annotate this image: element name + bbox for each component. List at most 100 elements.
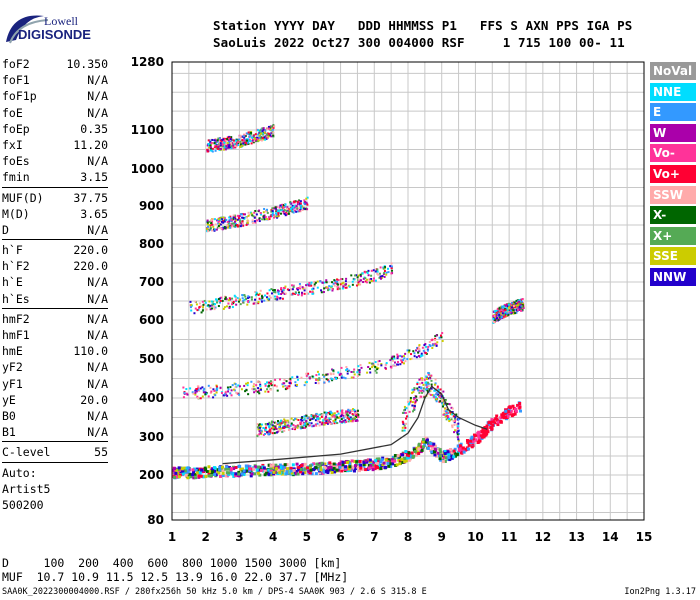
echo-point: [414, 400, 417, 403]
echo-point: [404, 360, 407, 363]
param-value: N/A: [87, 328, 108, 342]
echo-point: [268, 429, 271, 432]
echo-point: [504, 308, 507, 311]
echo-point: [449, 411, 452, 414]
echo-point: [189, 475, 193, 479]
echo-point: [446, 416, 449, 419]
echo-point: [317, 379, 320, 382]
legend-item-e: E: [650, 103, 696, 122]
echo-point: [256, 435, 259, 438]
echo-point: [243, 298, 246, 301]
echo-point: [254, 298, 257, 301]
echo-point: [254, 210, 257, 213]
echo-point: [341, 278, 344, 281]
echo-point: [221, 469, 225, 473]
echo-point: [329, 410, 332, 413]
echo-point: [436, 391, 439, 394]
echo-point: [393, 459, 397, 463]
echo-point: [308, 281, 311, 284]
echo-point: [280, 293, 283, 296]
echo-point: [181, 469, 185, 473]
echo-point: [313, 283, 316, 286]
echo-point: [213, 303, 216, 306]
echo-point: [387, 458, 391, 462]
echo-point: [211, 472, 215, 476]
x-tick-label: 3: [235, 530, 243, 544]
echo-point: [435, 398, 438, 401]
echo-point: [218, 474, 222, 478]
echo-point: [398, 462, 402, 466]
echo-point: [506, 414, 510, 418]
echo-point: [346, 410, 349, 413]
echo-point: [388, 462, 392, 466]
echo-point: [330, 471, 334, 475]
echo-point: [224, 391, 227, 394]
y-tick-label: 1280: [131, 55, 164, 69]
echo-point: [335, 468, 339, 472]
echo-point: [299, 200, 302, 203]
echo-point: [259, 381, 262, 384]
echo-point: [384, 266, 387, 269]
echo-point: [390, 262, 393, 265]
echo-point: [405, 417, 408, 420]
echo-point: [265, 218, 268, 221]
echo-point: [344, 419, 347, 422]
echo-point: [420, 389, 423, 392]
echo-point: [318, 471, 322, 475]
echo-point: [353, 459, 357, 463]
echo-point: [341, 411, 344, 414]
echo-point: [258, 220, 261, 223]
echo-point: [206, 150, 209, 153]
echo-point: [370, 279, 373, 282]
echo-point: [445, 411, 448, 414]
param-value: N/A: [87, 376, 108, 391]
echo-point: [351, 283, 354, 286]
echo-point: [386, 461, 390, 465]
echo-point: [423, 344, 426, 347]
echo-point: [300, 207, 303, 210]
echo-point: [441, 332, 444, 335]
echo-point: [287, 212, 290, 215]
param-name: hmE: [2, 344, 23, 359]
echo-point: [341, 282, 344, 285]
echo-point: [271, 213, 274, 216]
param-row: B0 N/A: [2, 408, 108, 424]
echo-points: [172, 124, 525, 480]
echo-point: [276, 389, 279, 392]
echo-point: [406, 358, 409, 361]
echo-point: [272, 207, 275, 210]
echo-point: [247, 132, 250, 135]
echo-point: [283, 286, 286, 289]
echo-point: [276, 216, 279, 219]
echo-point: [204, 301, 207, 304]
electron-density-profile: [222, 385, 488, 465]
echo-point: [435, 393, 438, 396]
echo-point: [340, 376, 343, 379]
echo-point: [325, 373, 328, 376]
echo-point: [433, 453, 437, 457]
echo-point: [207, 465, 211, 469]
param-row: yE 20.0: [2, 392, 108, 408]
echo-point: [218, 301, 221, 304]
echo-point: [253, 137, 256, 140]
echo-point: [324, 422, 327, 425]
echo-point: [246, 141, 249, 144]
echo-point: [209, 224, 212, 227]
echo-point: [209, 226, 212, 229]
echo-point: [283, 204, 286, 207]
echo-point: [421, 354, 424, 357]
echo-point: [237, 140, 240, 143]
echo-point: [321, 281, 324, 284]
echo-point: [247, 393, 250, 396]
echo-point: [197, 397, 200, 400]
echo-point: [426, 389, 429, 392]
echo-point: [268, 134, 271, 137]
echo-point: [457, 438, 460, 441]
echo-point: [420, 387, 423, 390]
echo-point: [262, 131, 265, 134]
echo-point: [242, 213, 245, 216]
echo-point: [216, 299, 219, 302]
echo-point: [267, 468, 271, 472]
echo-point: [303, 424, 306, 427]
echo-point: [173, 467, 177, 471]
